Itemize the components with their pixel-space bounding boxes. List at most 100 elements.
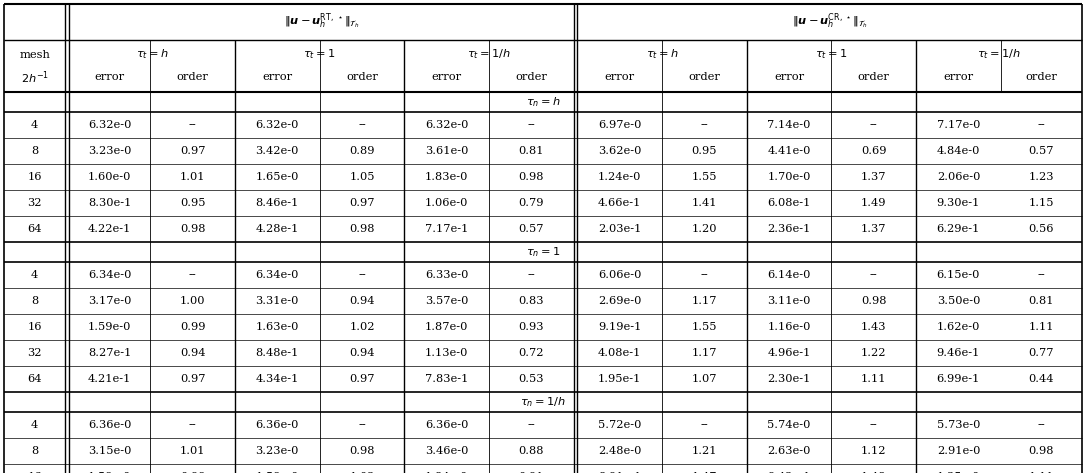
Text: 3.15e-0: 3.15e-0 [88,446,131,456]
Text: 6.14e-0: 6.14e-0 [768,270,810,280]
Text: 3.46e-0: 3.46e-0 [425,446,468,456]
Text: 0.83: 0.83 [519,296,544,306]
Text: 3.23e-0: 3.23e-0 [255,446,299,456]
Text: 1.43: 1.43 [861,322,886,332]
Text: --: -- [358,270,366,280]
Text: 9.46e-1: 9.46e-1 [937,348,981,358]
Text: 1.59e-0: 1.59e-0 [88,472,131,473]
Text: 1.01: 1.01 [180,446,205,456]
Text: 0.57: 0.57 [1028,146,1055,156]
Text: 1.17: 1.17 [692,296,717,306]
Text: 0.98: 0.98 [180,224,205,234]
Text: 1.22: 1.22 [861,348,886,358]
Text: 0.53: 0.53 [519,374,544,384]
Text: 1.59e-0: 1.59e-0 [88,322,131,332]
Text: 0.91: 0.91 [519,472,544,473]
Text: 9.19e-1: 9.19e-1 [598,322,641,332]
Text: 0.88: 0.88 [519,446,544,456]
Text: 1.11: 1.11 [861,374,886,384]
Text: 1.48: 1.48 [861,472,886,473]
Text: 8: 8 [31,146,38,156]
Text: 5.72e-0: 5.72e-0 [598,420,641,430]
Text: 2.69e-0: 2.69e-0 [598,296,641,306]
Text: 6.34e-0: 6.34e-0 [255,270,299,280]
Text: order: order [177,72,209,82]
Text: --: -- [870,270,877,280]
Text: 0.98: 0.98 [350,446,375,456]
Text: 1.83e-0: 1.83e-0 [425,172,468,182]
Text: 9.42e-1: 9.42e-1 [768,472,810,473]
Text: error: error [605,72,634,82]
Text: 4: 4 [31,120,38,130]
Text: $\tau_t = 1/h$: $\tau_t = 1/h$ [977,48,1021,61]
Text: 3.23e-0: 3.23e-0 [88,146,131,156]
Text: 7.83e-1: 7.83e-1 [425,374,468,384]
Text: --: -- [189,120,197,130]
Text: $\tau_t = 1$: $\tau_t = 1$ [303,48,336,61]
Text: --: -- [700,270,708,280]
Text: 0.95: 0.95 [692,146,717,156]
Text: order: order [689,72,720,82]
Text: 6.33e-0: 6.33e-0 [425,270,468,280]
Text: 8.30e-1: 8.30e-1 [88,198,131,208]
Text: 6.36e-0: 6.36e-0 [425,420,468,430]
Text: 2.03e-1: 2.03e-1 [598,224,641,234]
Text: 3.61e-0: 3.61e-0 [425,146,468,156]
Text: --: -- [1037,420,1045,430]
Text: 6.97e-0: 6.97e-0 [598,120,641,130]
Text: error: error [262,72,292,82]
Text: 1.02: 1.02 [350,322,375,332]
Text: 1.87e-0: 1.87e-0 [425,322,468,332]
Text: 3.31e-0: 3.31e-0 [255,296,299,306]
Text: 4.08e-1: 4.08e-1 [598,348,641,358]
Text: 0.44: 0.44 [1028,374,1055,384]
Text: 1.63e-0: 1.63e-0 [255,322,299,332]
Text: error: error [431,72,462,82]
Text: error: error [94,72,125,82]
Text: 1.15: 1.15 [1028,198,1055,208]
Text: 1.05: 1.05 [350,172,375,182]
Text: 0.77: 0.77 [1028,348,1055,358]
Text: 4.34e-1: 4.34e-1 [255,374,299,384]
Text: 1.55: 1.55 [692,322,717,332]
Text: 1.49: 1.49 [861,198,886,208]
Text: 4.66e-1: 4.66e-1 [598,198,641,208]
Text: 6.32e-0: 6.32e-0 [425,120,468,130]
Text: 0.81: 0.81 [1028,296,1055,306]
Text: 1.55: 1.55 [692,172,717,182]
Text: 0.89: 0.89 [350,146,375,156]
Text: $\tau_t = 1/h$: $\tau_t = 1/h$ [467,48,510,61]
Text: error: error [774,72,804,82]
Text: 3.62e-0: 3.62e-0 [598,146,641,156]
Text: 0.81: 0.81 [519,146,544,156]
Text: 16: 16 [27,472,42,473]
Text: 8.27e-1: 8.27e-1 [88,348,131,358]
Text: 1.07: 1.07 [692,374,717,384]
Text: 3.17e-0: 3.17e-0 [88,296,131,306]
Text: 4.41e-0: 4.41e-0 [768,146,810,156]
Text: 6.08e-1: 6.08e-1 [768,198,810,208]
Text: 6.36e-0: 6.36e-0 [88,420,131,430]
Text: 32: 32 [27,198,42,208]
Text: 2.48e-0: 2.48e-0 [598,446,641,456]
Text: 2.63e-0: 2.63e-0 [768,446,810,456]
Text: 8.46e-1: 8.46e-1 [255,198,299,208]
Text: $\tau_t = h$: $\tau_t = h$ [136,48,168,61]
Text: 0.97: 0.97 [180,146,205,156]
Text: --: -- [700,120,708,130]
Text: 0.97: 0.97 [350,198,375,208]
Text: 0.99: 0.99 [180,322,205,332]
Text: 1.12: 1.12 [861,446,886,456]
Text: 4.28e-1: 4.28e-1 [255,224,299,234]
Text: $\tau_t = 1$: $\tau_t = 1$ [816,48,847,61]
Text: 1.11: 1.11 [1028,472,1055,473]
Text: order: order [858,72,889,82]
Text: 4.21e-1: 4.21e-1 [88,374,131,384]
Text: 1.35e-0: 1.35e-0 [937,472,981,473]
Text: 8.48e-1: 8.48e-1 [255,348,299,358]
Text: 0.94: 0.94 [180,348,205,358]
Text: 64: 64 [27,374,42,384]
Text: $\tau_n = 1$: $\tau_n = 1$ [526,245,560,259]
Text: 7.14e-0: 7.14e-0 [768,120,810,130]
Text: 1.47: 1.47 [692,472,717,473]
